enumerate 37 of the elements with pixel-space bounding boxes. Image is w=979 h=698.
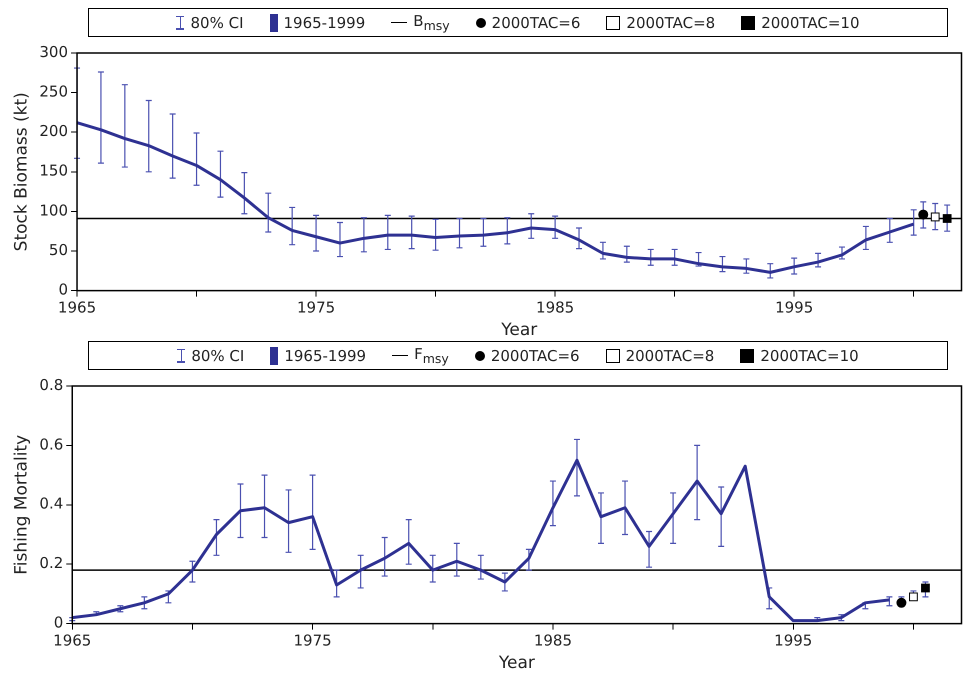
y-axis-title: Fishing Mortality — [12, 434, 32, 575]
x-tick-label: 1975 — [296, 298, 336, 316]
y-tick-label: 50 — [48, 240, 68, 259]
x-tick-label: 1985 — [536, 298, 574, 316]
x-tick-label: 1975 — [294, 631, 332, 650]
y-tick-label: 250 — [39, 82, 68, 100]
x-tick-label: 1985 — [534, 631, 572, 650]
legend-label: 2000TAC=8 — [626, 14, 716, 32]
legend-label: 2000TAC=6 — [492, 14, 580, 32]
x-tick-label: 1995 — [775, 298, 814, 316]
y-tick-label: 100 — [39, 201, 68, 220]
x-tick-label: 1995 — [774, 631, 812, 650]
y-axis-title: Stock Biomass (kt) — [12, 92, 32, 252]
legend-label: 1965-1999 — [284, 346, 366, 364]
legend-label: 2000TAC=10 — [760, 346, 859, 364]
y-tick-label: 200 — [39, 122, 68, 140]
y-tick-label: 0.4 — [39, 494, 64, 513]
y-tick-label: 0 — [58, 280, 68, 298]
y-tick-label: 0.2 — [39, 554, 64, 572]
x-tick-label: 1965 — [53, 631, 92, 650]
legend-label: 2000TAC=10 — [761, 14, 860, 32]
legend-label: F$_{msy}$ — [414, 345, 449, 366]
y-tick-label: 0 — [54, 613, 64, 632]
y-tick-label: 300 — [39, 42, 68, 61]
x-axis-title: Year — [498, 653, 535, 674]
legend-label: 1965-1999 — [284, 14, 366, 32]
text: 80% CI — [191, 346, 244, 364]
legend-label: B$_{msy}$ — [413, 12, 450, 33]
point — [921, 584, 930, 592]
legend-label: 2000TAC=8 — [626, 346, 714, 364]
x-axis-title: Year — [500, 320, 538, 340]
y-tick-label: 0.6 — [39, 435, 64, 454]
y-tick-label: 150 — [39, 162, 68, 180]
text: 80% CI — [190, 14, 244, 32]
x-tick-label: 1965 — [58, 298, 96, 316]
legend-label: 2000TAC=6 — [490, 346, 580, 364]
y-tick-label: 0.8 — [39, 376, 64, 394]
